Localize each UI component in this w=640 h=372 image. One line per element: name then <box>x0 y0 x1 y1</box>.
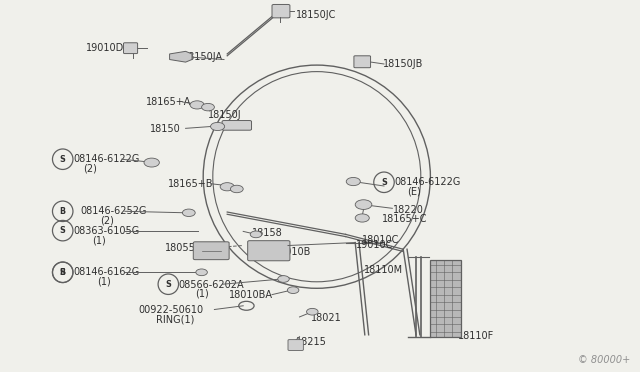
Text: 08146-6162G: 08146-6162G <box>73 267 140 277</box>
Text: 18165+B: 18165+B <box>168 179 214 189</box>
Text: 18150JC: 18150JC <box>296 10 337 20</box>
Text: 00922-50610: 00922-50610 <box>138 305 204 314</box>
Text: 19010C: 19010C <box>356 240 393 250</box>
Text: (E): (E) <box>407 187 420 196</box>
Text: S: S <box>60 155 66 164</box>
Circle shape <box>220 183 234 191</box>
Text: 18150JB: 18150JB <box>383 59 423 69</box>
FancyBboxPatch shape <box>222 121 252 130</box>
Circle shape <box>287 287 299 294</box>
Circle shape <box>196 269 207 276</box>
Text: © 80000+: © 80000+ <box>578 355 630 365</box>
Text: (2): (2) <box>83 164 97 174</box>
Circle shape <box>355 214 369 222</box>
Text: 08146-6252G: 08146-6252G <box>81 206 147 216</box>
FancyBboxPatch shape <box>288 340 303 350</box>
Text: 08363-6105G: 08363-6105G <box>73 226 140 235</box>
FancyBboxPatch shape <box>124 43 138 54</box>
Text: (2): (2) <box>100 215 114 225</box>
Text: 18110F: 18110F <box>458 331 495 340</box>
Text: 19010D: 19010D <box>86 44 125 53</box>
Circle shape <box>211 122 225 131</box>
FancyBboxPatch shape <box>272 4 290 18</box>
Circle shape <box>278 276 289 282</box>
Text: 18165+C: 18165+C <box>382 215 428 224</box>
Text: 18215: 18215 <box>296 337 327 347</box>
Text: 18021: 18021 <box>311 313 342 323</box>
Text: 18055: 18055 <box>165 244 196 253</box>
FancyBboxPatch shape <box>248 241 290 261</box>
Text: 18110M: 18110M <box>364 265 403 275</box>
Text: (1): (1) <box>195 289 209 299</box>
Text: (1): (1) <box>97 276 111 286</box>
Text: 18165+A: 18165+A <box>146 97 191 107</box>
Text: 18158: 18158 <box>252 228 282 237</box>
Text: 18150: 18150 <box>150 125 180 134</box>
Text: S: S <box>60 268 66 277</box>
Circle shape <box>182 209 195 217</box>
Text: 08146-6122G: 08146-6122G <box>73 154 140 164</box>
Circle shape <box>144 158 159 167</box>
Text: (1): (1) <box>92 235 106 245</box>
FancyBboxPatch shape <box>193 242 229 260</box>
Text: 18010BA: 18010BA <box>229 291 273 300</box>
Text: RING(1): RING(1) <box>156 314 195 324</box>
Text: S: S <box>60 226 66 235</box>
Polygon shape <box>430 260 461 337</box>
Text: 08566-6202A: 08566-6202A <box>178 280 244 290</box>
Text: S: S <box>165 280 172 289</box>
Circle shape <box>190 101 204 109</box>
Text: 18150J: 18150J <box>208 110 242 119</box>
Circle shape <box>307 308 318 315</box>
Text: S: S <box>381 178 387 187</box>
Circle shape <box>346 177 360 186</box>
Circle shape <box>355 200 372 209</box>
Text: 18010B: 18010B <box>274 247 311 257</box>
Circle shape <box>230 185 243 193</box>
Text: B: B <box>60 207 66 216</box>
FancyBboxPatch shape <box>354 56 371 68</box>
Text: 18220: 18220 <box>393 205 424 215</box>
Text: B: B <box>60 268 66 277</box>
Polygon shape <box>170 51 192 62</box>
Circle shape <box>250 231 262 238</box>
Text: 18010C: 18010C <box>362 235 399 245</box>
Text: 18150JA: 18150JA <box>183 52 223 62</box>
Circle shape <box>202 103 214 111</box>
Text: 08146-6122G: 08146-6122G <box>394 177 461 187</box>
